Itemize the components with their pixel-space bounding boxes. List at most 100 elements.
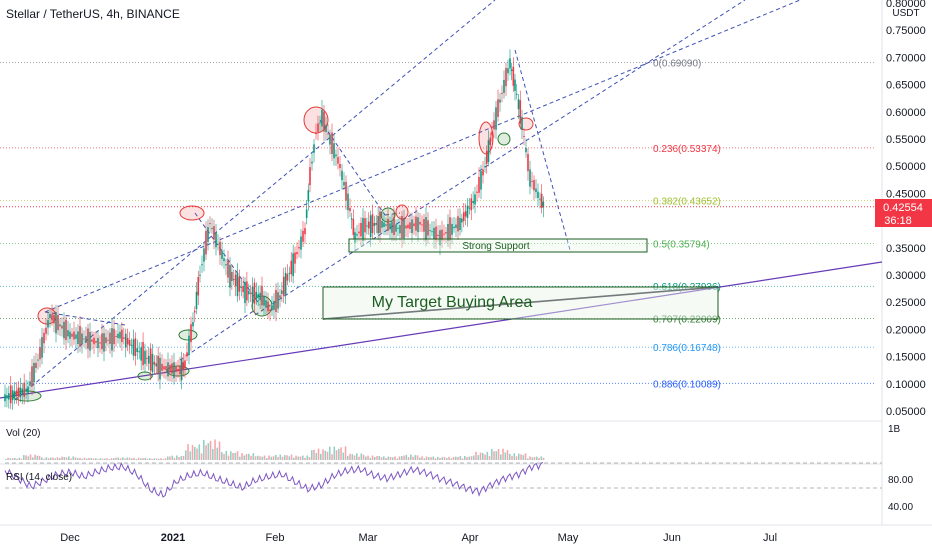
volume-bar: [101, 458, 104, 460]
candle-body: [17, 387, 20, 397]
volume-bar: [452, 457, 455, 460]
volume-bar: [477, 455, 480, 460]
candle-body: [509, 58, 511, 69]
candle-body: [413, 223, 415, 227]
candle-body: [327, 133, 329, 135]
volume-bar: [137, 457, 140, 460]
volume-bar: [484, 454, 486, 460]
volume-bar: [302, 455, 304, 460]
candle-body: [294, 252, 296, 264]
volume-bar: [54, 458, 57, 460]
volume-bar: [281, 456, 284, 460]
volume-bar: [207, 443, 210, 460]
price-axis[interactable]: 0.80000 0.75000 0.70000 0.65000 0.60000 0.550…: [0, 0, 926, 418]
candle-body: [195, 291, 198, 310]
candle-body: [197, 277, 200, 296]
price-axis-tick: 0.65000: [886, 80, 926, 92]
candle-body: [4, 394, 6, 402]
candle-body: [484, 166, 486, 168]
volume-bar: [448, 456, 450, 460]
volume-bar: [367, 455, 369, 460]
strong-support-box[interactable]: [348, 238, 648, 253]
volume-bar: [263, 455, 266, 460]
candle-body: [339, 163, 341, 169]
candle-body: [275, 289, 277, 312]
candle-body: [362, 217, 364, 242]
volume-bar: [284, 455, 286, 460]
candle-body: [305, 209, 308, 219]
currency-label[interactable]: USDT: [892, 8, 919, 19]
candle-body: [99, 342, 101, 344]
candle-body: [417, 217, 419, 233]
volume-bar: [542, 457, 545, 460]
volume-bar: [374, 456, 376, 460]
volume-bar: [450, 458, 453, 460]
candle-body: [482, 169, 484, 176]
candle-body: [288, 272, 291, 274]
volume-bar: [223, 453, 225, 460]
candle-body: [111, 328, 113, 351]
volume-bar: [18, 457, 21, 460]
candle-body: [503, 79, 505, 93]
symbol-title[interactable]: Stellar / TetherUS, 4h, BINANCE: [6, 7, 180, 21]
volume-bar: [410, 454, 412, 460]
volume-bar: [353, 455, 356, 460]
candle-body: [343, 182, 345, 186]
volume-bar: [9, 458, 12, 460]
candle-body: [193, 310, 196, 313]
volume-bar: [403, 455, 405, 460]
volume-bar: [518, 453, 520, 460]
candle-body: [379, 211, 381, 233]
volume-bar: [164, 458, 167, 460]
candle-body: [173, 362, 175, 379]
volume-bar: [155, 458, 158, 460]
volume-bar: [470, 456, 473, 460]
candle-body: [459, 217, 461, 231]
candle-body: [223, 258, 225, 262]
volume-bar: [250, 455, 252, 460]
rsi-label[interactable]: RSI (14, close): [6, 472, 72, 483]
volume-bar: [52, 457, 54, 460]
time-axis-tick: Jul: [763, 532, 777, 544]
volume-bar: [335, 450, 338, 460]
volume-bar: [468, 456, 471, 460]
volume-bar: [275, 454, 277, 460]
volume-bar: [23, 455, 25, 460]
time-axis[interactable]: Dec 2021 Feb Mar Apr May Jun Jul: [60, 532, 777, 544]
volume-bar: [122, 457, 124, 460]
volume-bar: [482, 452, 484, 460]
candle-body: [29, 381, 31, 386]
volume-bar: [97, 459, 99, 460]
volume-bar: [286, 455, 288, 460]
candle-body: [121, 329, 123, 343]
candle-body: [399, 225, 401, 234]
volume-bar: [212, 448, 214, 460]
target-buying-area-box[interactable]: [322, 286, 719, 320]
candle-body: [331, 132, 333, 154]
candle-body: [75, 334, 77, 339]
candle-body: [6, 395, 8, 399]
price-axis-tick: 0.15000: [886, 352, 926, 364]
candle-body: [247, 291, 250, 295]
candle-body: [81, 333, 83, 344]
candle-body: [261, 286, 263, 306]
candle-body: [445, 231, 447, 234]
candle-body: [499, 99, 501, 103]
volume-bar: [173, 457, 176, 460]
volume-bar: [270, 456, 273, 460]
candle-body: [421, 224, 423, 226]
volume-label[interactable]: Vol (20): [6, 428, 40, 439]
candle-body: [215, 232, 217, 248]
candle-body: [507, 68, 509, 74]
candle-body: [146, 357, 148, 359]
price-axis-tick: 0.35000: [886, 243, 926, 255]
candle-body: [51, 314, 53, 321]
volume-bar: [200, 453, 203, 460]
volume-bar: [299, 456, 302, 460]
volume-bar: [356, 453, 358, 460]
candle-body: [182, 362, 185, 371]
volume-bar: [502, 448, 504, 460]
main-pane-background: [0, 0, 882, 420]
candle-body: [205, 230, 207, 255]
